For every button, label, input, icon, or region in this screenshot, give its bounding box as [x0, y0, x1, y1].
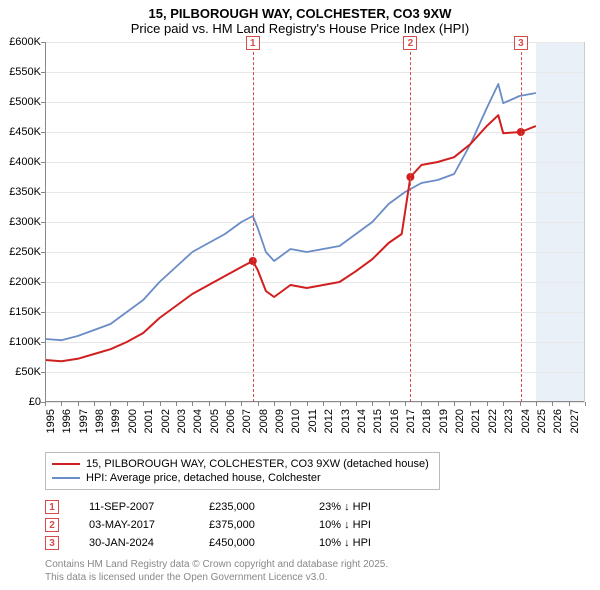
x-tick-label: 2001	[143, 409, 155, 433]
x-tick-label: 2026	[552, 409, 564, 433]
x-tick-label: 2005	[209, 409, 221, 433]
sale-date: 30-JAN-2024	[89, 537, 189, 549]
y-tick-label: £350K	[9, 186, 41, 198]
sale-diff-vs-hpi: 23% ↓ HPI	[319, 501, 439, 513]
sale-marker-number: 1	[246, 36, 260, 50]
sale-row-number: 2	[45, 518, 59, 532]
y-tick-label: £450K	[9, 126, 41, 138]
chart-title-address: 15, PILBOROUGH WAY, COLCHESTER, CO3 9XW	[0, 6, 600, 21]
x-tick-label: 2013	[340, 409, 352, 433]
sale-diff-vs-hpi: 10% ↓ HPI	[319, 519, 439, 531]
legend-swatch	[52, 463, 80, 466]
y-tick-label: £150K	[9, 306, 41, 318]
sale-diff-vs-hpi: 10% ↓ HPI	[319, 537, 439, 549]
sale-marker-line	[253, 42, 254, 402]
sale-row-number: 1	[45, 500, 59, 514]
x-tick-label: 2000	[127, 409, 139, 433]
legend-label: 15, PILBOROUGH WAY, COLCHESTER, CO3 9XW …	[86, 458, 429, 470]
plot-area: 123	[45, 42, 585, 402]
sale-row: 2 03-MAY-2017 £375,000 10% ↓ HPI	[45, 516, 585, 534]
x-tick-label: 2012	[323, 409, 335, 433]
x-tick-label: 2023	[503, 409, 515, 433]
y-tick-label: £400K	[9, 156, 41, 168]
x-tick-label: 1997	[78, 409, 90, 433]
legend-item-hpi: HPI: Average price, detached house, Colc…	[52, 471, 433, 485]
x-tick-label: 2024	[520, 409, 532, 433]
x-tick-label: 2004	[192, 409, 204, 433]
legend-label: HPI: Average price, detached house, Colc…	[86, 472, 321, 484]
sale-row-number: 3	[45, 536, 59, 550]
x-tick-label: 2002	[160, 409, 172, 433]
plot-border	[45, 42, 585, 402]
x-tick-label: 2025	[536, 409, 548, 433]
x-tick-label: 2016	[389, 409, 401, 433]
x-tick-label: 2010	[290, 409, 302, 433]
sale-date: 03-MAY-2017	[89, 519, 189, 531]
x-tick-label: 1999	[110, 409, 122, 433]
x-tick-label: 2018	[421, 409, 433, 433]
sale-price: £375,000	[209, 519, 299, 531]
y-tick-label: £500K	[9, 96, 41, 108]
legend-item-price-paid: 15, PILBOROUGH WAY, COLCHESTER, CO3 9XW …	[52, 457, 433, 471]
x-tick-label: 2020	[454, 409, 466, 433]
sale-marker-number: 3	[514, 36, 528, 50]
attribution: Contains HM Land Registry data © Crown c…	[45, 558, 585, 584]
x-axis: 1995 1996 1997 1998 1999 2000 2001 2002 2003 2004…	[45, 405, 585, 455]
sale-row: 1 11-SEP-2007 £235,000 23% ↓ HPI	[45, 498, 585, 516]
y-tick-label: £250K	[9, 246, 41, 258]
sale-marker-number: 2	[403, 36, 417, 50]
x-tick-label: 1995	[45, 409, 57, 433]
sale-date: 11-SEP-2007	[89, 501, 189, 513]
chart-container: 15, PILBOROUGH WAY, COLCHESTER, CO3 9XW …	[0, 0, 600, 590]
legend: 15, PILBOROUGH WAY, COLCHESTER, CO3 9XW …	[45, 452, 440, 490]
attribution-line: Contains HM Land Registry data © Crown c…	[45, 558, 585, 571]
sale-marker-line	[521, 42, 522, 402]
x-tick-label: 1996	[61, 409, 73, 433]
sale-price: £235,000	[209, 501, 299, 513]
x-tick-label: 1998	[94, 409, 106, 433]
y-tick-label: £300K	[9, 216, 41, 228]
x-tick-label: 2027	[569, 409, 581, 433]
y-tick-label: £0	[29, 396, 41, 408]
sale-price: £450,000	[209, 537, 299, 549]
y-axis: £0£50K£100K£150K£200K£250K£300K£350K£400…	[0, 42, 45, 402]
x-tick-label: 2017	[405, 409, 417, 433]
x-tick-label: 2007	[241, 409, 253, 433]
y-tick-label: £200K	[9, 276, 41, 288]
sale-row: 3 30-JAN-2024 £450,000 10% ↓ HPI	[45, 534, 585, 552]
title-block: 15, PILBOROUGH WAY, COLCHESTER, CO3 9XW …	[0, 0, 600, 38]
sales-table: 1 11-SEP-2007 £235,000 23% ↓ HPI 2 03-MAY-201…	[45, 498, 585, 552]
x-tick-label: 2022	[487, 409, 499, 433]
x-tick-label: 2003	[176, 409, 188, 433]
x-tick-label: 2009	[274, 409, 286, 433]
x-tick-label: 2021	[470, 409, 482, 433]
legend-swatch	[52, 477, 80, 479]
x-tick-label: 2014	[356, 409, 368, 433]
sale-marker-line	[410, 42, 411, 402]
x-tick-label: 2006	[225, 409, 237, 433]
x-tick-label: 2019	[438, 409, 450, 433]
x-tick-label: 2008	[258, 409, 270, 433]
x-tick-label: 2011	[307, 409, 319, 433]
chart-title-subtitle: Price paid vs. HM Land Registry's House …	[0, 21, 600, 36]
y-tick-label: £600K	[9, 36, 41, 48]
y-tick-label: £50K	[15, 366, 41, 378]
y-tick-label: £100K	[9, 336, 41, 348]
x-tick-label: 2015	[372, 409, 384, 433]
y-tick-label: £550K	[9, 66, 41, 78]
attribution-line: This data is licensed under the Open Gov…	[45, 571, 585, 584]
